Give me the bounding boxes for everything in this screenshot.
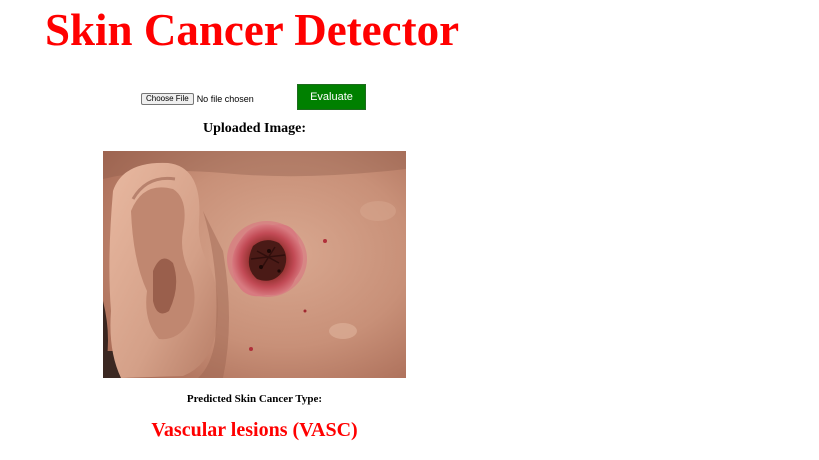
choose-file-button[interactable]: Choose File xyxy=(141,92,194,105)
uploaded-image-heading: Uploaded Image: xyxy=(202,121,307,136)
prediction-result: Vascular lesions (VASC) xyxy=(151,419,358,441)
file-status-text: No file chosen xyxy=(196,93,254,104)
evaluate-button[interactable]: Evaluate xyxy=(297,84,366,110)
predicted-type-heading: Predicted Skin Cancer Type: xyxy=(186,393,323,405)
file-input[interactable]: Choose File No file chosen xyxy=(141,92,254,105)
page-title: Skin Cancer Detector xyxy=(45,5,460,55)
uploaded-skin-image xyxy=(103,151,406,378)
